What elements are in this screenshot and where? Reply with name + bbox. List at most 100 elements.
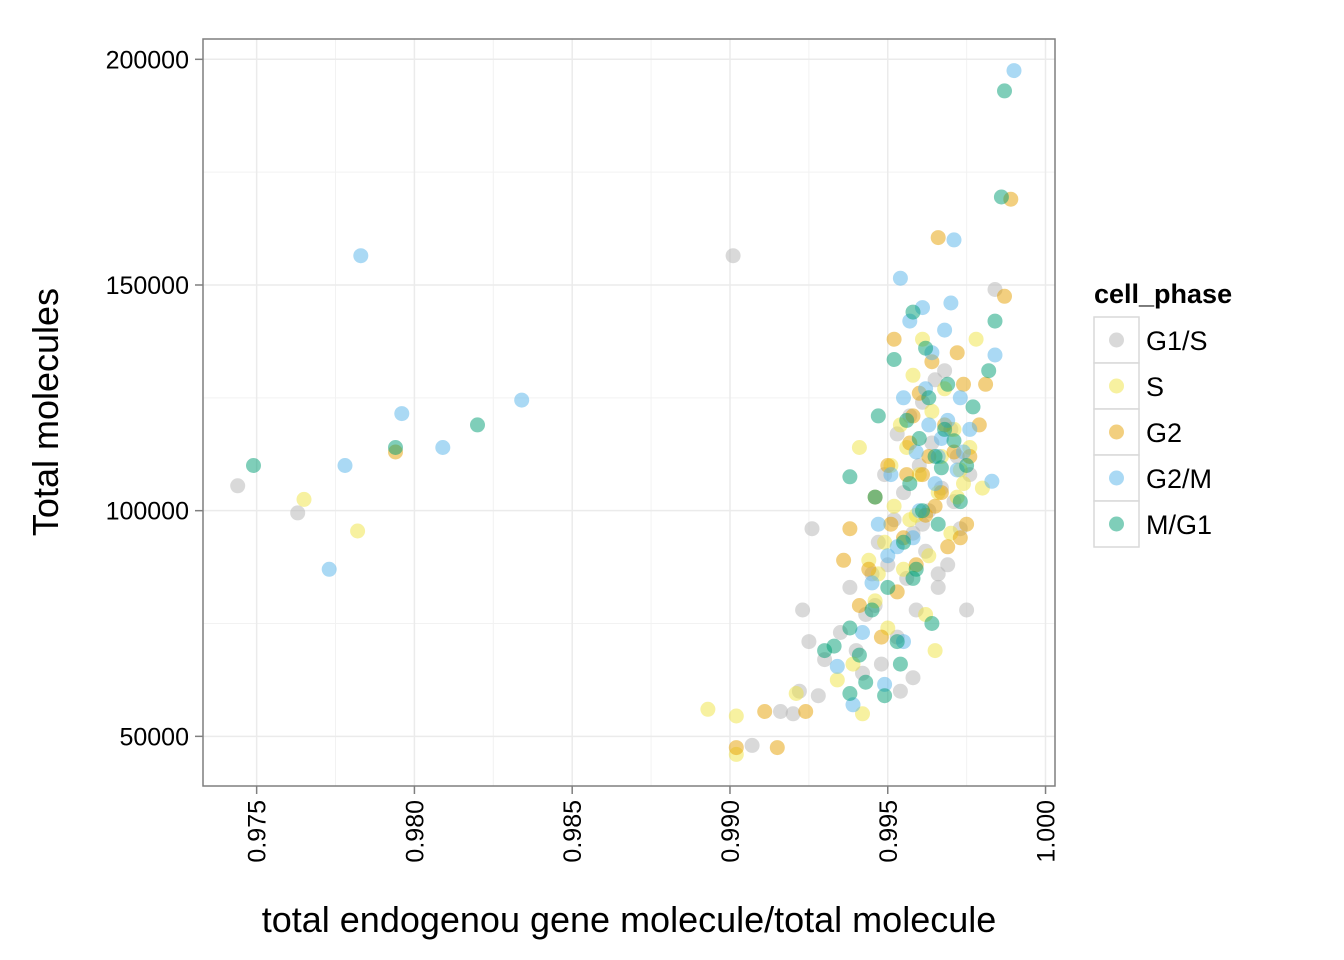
data-point	[987, 347, 1003, 363]
data-point	[725, 248, 741, 264]
data-point	[873, 629, 889, 645]
data-point	[855, 625, 870, 640]
data-point	[290, 505, 306, 521]
data-point	[757, 704, 773, 719]
y-tick-label: 150000	[106, 272, 189, 300]
data-point	[952, 530, 968, 546]
x-tick-label: 1.000	[1033, 800, 1061, 863]
data-point	[993, 189, 1009, 205]
legend-label: G1/S	[1146, 326, 1208, 356]
data-point	[867, 489, 883, 505]
data-point	[956, 444, 971, 460]
data-point	[905, 670, 921, 686]
data-points	[230, 63, 1022, 762]
data-point	[798, 704, 814, 719]
data-point	[952, 390, 968, 406]
data-point	[968, 331, 984, 347]
data-point	[836, 552, 852, 568]
data-point	[959, 458, 975, 473]
y-axis: 50000 100000 150000 200000	[106, 46, 203, 751]
data-point	[927, 643, 943, 659]
minor-grid	[203, 39, 1055, 786]
data-point	[918, 340, 934, 356]
data-point	[930, 566, 946, 582]
data-point	[896, 534, 911, 550]
legend-key-point	[1109, 378, 1124, 394]
x-tick-label: 0.985	[559, 800, 587, 863]
legend-label: M/G1	[1146, 510, 1212, 540]
data-point	[927, 476, 943, 492]
data-point	[728, 740, 744, 756]
panel-border	[202, 38, 1056, 787]
data-point	[788, 686, 804, 701]
data-point	[861, 561, 877, 577]
data-point	[842, 686, 858, 701]
legend-key-point	[1109, 516, 1124, 532]
data-point	[886, 498, 902, 514]
data-point	[930, 230, 946, 246]
data-point	[924, 616, 940, 631]
data-point	[337, 458, 353, 473]
data-point	[946, 433, 962, 449]
data-point	[905, 367, 921, 383]
data-point	[908, 444, 924, 460]
data-point	[769, 740, 785, 756]
data-point	[902, 476, 918, 492]
y-tick-label: 200000	[106, 46, 189, 74]
data-point	[851, 647, 867, 663]
data-point	[930, 516, 946, 532]
data-point	[795, 602, 811, 618]
data-point	[896, 390, 911, 406]
data-point	[930, 579, 946, 595]
data-point	[470, 417, 485, 433]
data-point	[842, 521, 858, 537]
x-tick-label: 0.980	[401, 800, 429, 863]
x-axis-title: total endogenou gene molecule/total mole…	[262, 899, 997, 940]
data-point	[924, 403, 940, 419]
data-point	[962, 421, 978, 437]
data-point	[937, 363, 953, 379]
legend-label: S	[1146, 372, 1164, 402]
legend-title: cell_phase	[1094, 279, 1232, 309]
data-point	[842, 579, 858, 595]
legend-items: G1/S S G2 G2/M M/G1	[1093, 316, 1212, 548]
data-point	[883, 467, 899, 483]
data-point	[915, 467, 930, 483]
data-point	[952, 494, 968, 510]
y-tick-label: 50000	[119, 723, 189, 751]
data-point	[896, 561, 911, 577]
data-point	[892, 656, 908, 672]
x-tick-label: 0.990	[717, 800, 745, 863]
data-point	[927, 498, 943, 514]
x-tick-label: 0.975	[244, 800, 272, 863]
data-point	[296, 491, 312, 507]
data-point	[728, 708, 744, 724]
data-point	[911, 431, 927, 446]
data-point	[943, 295, 959, 311]
y-axis-title: Total molecules	[25, 288, 66, 536]
data-point	[810, 688, 826, 704]
data-point	[514, 392, 530, 408]
data-point	[826, 638, 842, 654]
data-point	[829, 658, 845, 674]
data-point	[394, 406, 410, 422]
data-point	[978, 376, 994, 392]
data-point	[785, 706, 801, 722]
data-point	[905, 570, 921, 586]
data-point	[997, 83, 1012, 99]
data-point	[388, 440, 403, 455]
data-point	[956, 376, 971, 392]
major-grid	[203, 39, 1055, 786]
legend-key-point	[1109, 470, 1124, 486]
data-point	[927, 372, 943, 388]
data-point	[946, 232, 962, 248]
data-point	[984, 473, 1000, 489]
data-point	[937, 322, 953, 338]
data-point	[927, 449, 943, 464]
data-point	[851, 598, 867, 613]
data-point	[744, 737, 760, 753]
data-point	[851, 440, 867, 455]
data-point	[435, 440, 451, 455]
data-point	[921, 390, 937, 406]
legend-label: G2	[1146, 418, 1182, 448]
